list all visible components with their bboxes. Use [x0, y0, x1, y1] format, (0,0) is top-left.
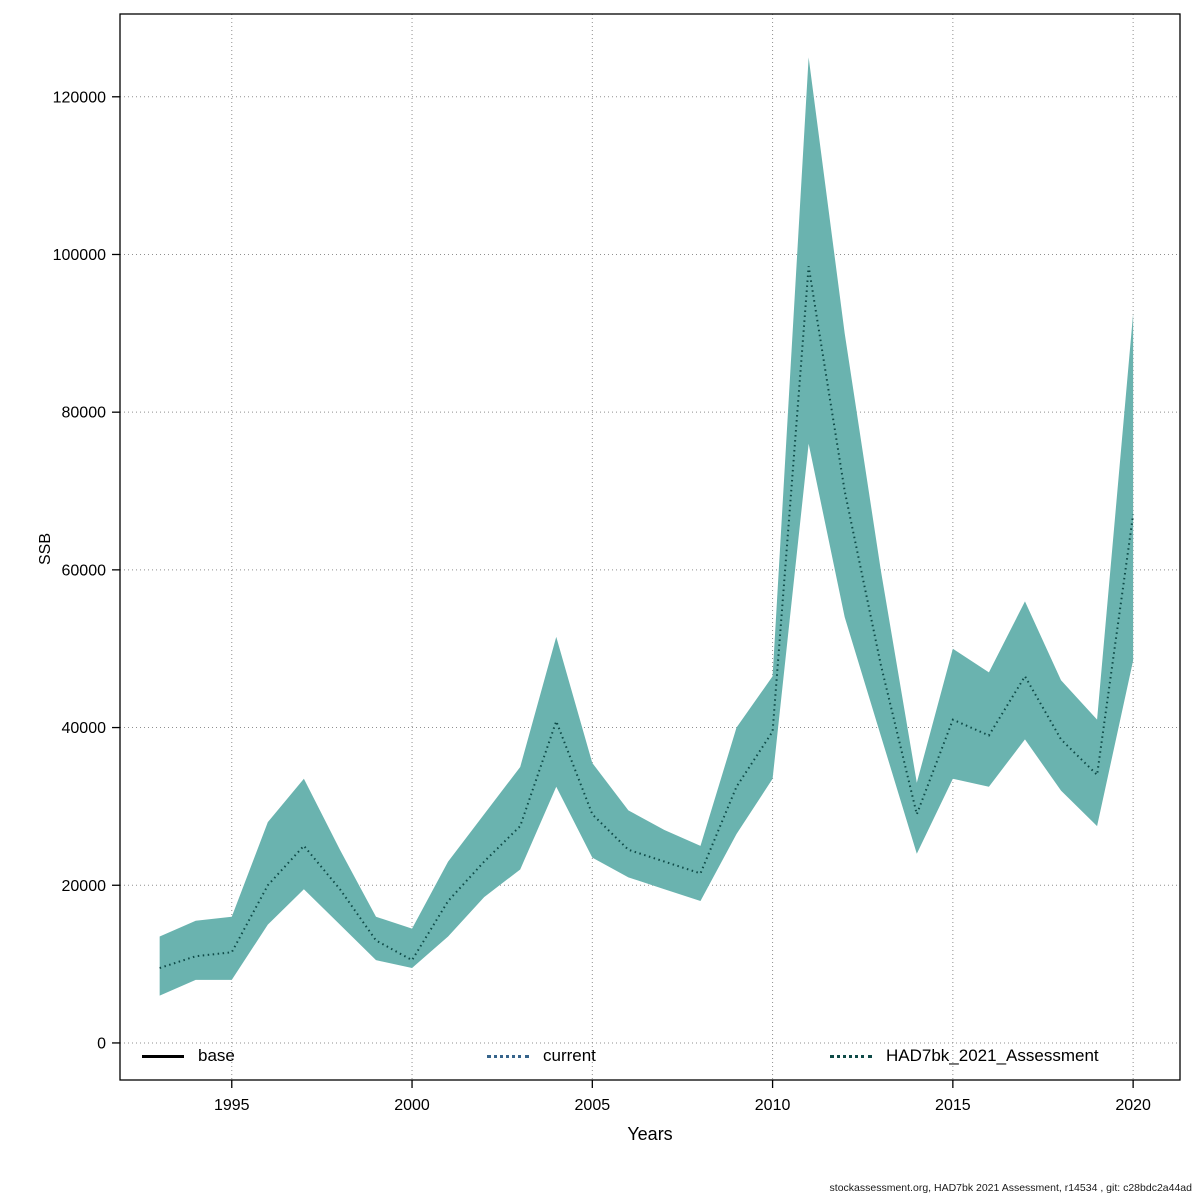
confidence-ribbon — [159, 57, 1134, 996]
assessment-estimate-line — [159, 266, 1135, 969]
y-tick-label: 100000 — [53, 247, 106, 264]
base-line-sample — [142, 1054, 184, 1058]
legend-label-base: base — [198, 1046, 235, 1065]
x-tick-label: 2000 — [394, 1097, 430, 1114]
x-axis-label: Years — [627, 1124, 673, 1144]
plot-border — [119, 13, 1181, 1081]
current-line-sample — [487, 1054, 529, 1058]
x-tick-label: 2010 — [755, 1097, 791, 1114]
x-tick-label: 2015 — [935, 1097, 971, 1114]
legend-label-current: current — [543, 1046, 596, 1065]
x-tick-label: 2005 — [575, 1097, 611, 1114]
legend-item-base: base — [142, 1044, 235, 1068]
assessment-line-sample — [830, 1054, 872, 1058]
x-tick-label: 2020 — [1115, 1097, 1151, 1114]
y-tick-label: 40000 — [62, 720, 107, 737]
source-attribution: stockassessment.org, HAD7bk 2021 Assessm… — [829, 1182, 1192, 1194]
y-tick-label: 120000 — [53, 89, 106, 106]
x-tick-label: 1995 — [214, 1097, 250, 1114]
legend-item-assessment: HAD7bk_2021_Assessment — [830, 1044, 1099, 1068]
y-tick-label: 80000 — [62, 405, 107, 422]
y-tick-label: 20000 — [62, 878, 107, 895]
y-axis-label: SSB — [37, 533, 54, 566]
legend-label-assessment: HAD7bk_2021_Assessment — [886, 1046, 1099, 1065]
y-tick-label: 0 — [97, 1035, 106, 1052]
y-tick-label: 60000 — [62, 562, 107, 579]
legend-item-current: current — [487, 1044, 596, 1068]
